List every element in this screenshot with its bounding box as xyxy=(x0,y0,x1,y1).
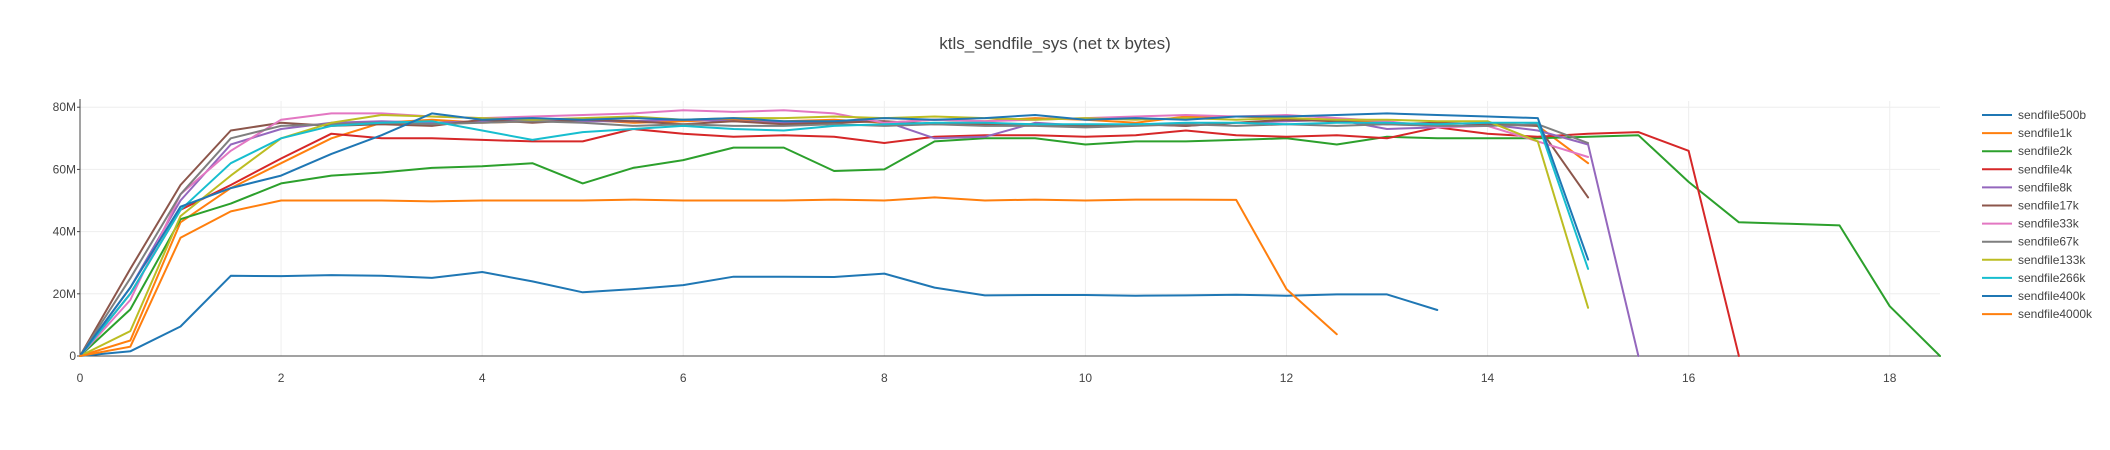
chart-title: ktls_sendfile_sys (net tx bytes) xyxy=(939,34,1170,53)
legend-label: sendfile17k xyxy=(2018,199,2080,213)
y-tick-label: 60M xyxy=(53,162,76,176)
series-line-sendfile8k xyxy=(79,118,1640,357)
x-tick-label: 4 xyxy=(479,371,486,385)
x-tick-label: 14 xyxy=(1481,371,1495,385)
series-line-sendfile4000k xyxy=(79,196,1338,357)
y-tick-label: 40M xyxy=(53,225,76,239)
y-tick-label: 0 xyxy=(69,349,76,363)
legend-label: sendfile133k xyxy=(2018,253,2086,267)
legend-label: sendfile1k xyxy=(2018,126,2073,140)
grid xyxy=(80,101,1940,356)
legend-item-sendfile133k[interactable]: sendfile133k xyxy=(1982,253,2086,267)
series-line-sendfile33k xyxy=(79,109,1590,357)
legend-item-sendfile4k[interactable]: sendfile4k xyxy=(1982,162,2073,176)
legend-item-sendfile500b[interactable]: sendfile500b xyxy=(1982,108,2086,122)
legend-item-sendfile2k[interactable]: sendfile2k xyxy=(1982,144,2073,158)
legend-item-sendfile1k[interactable]: sendfile1k xyxy=(1982,126,2073,140)
series-line-sendfile400k xyxy=(79,112,1590,357)
x-tick-label: 2 xyxy=(278,371,285,385)
legend-item-sendfile8k[interactable]: sendfile8k xyxy=(1982,180,2073,194)
legend-label: sendfile400k xyxy=(2018,289,2086,303)
legend-label: sendfile4000k xyxy=(2018,307,2093,321)
legend[interactable]: sendfile500b sendfile1k sendfile2k sendfile… xyxy=(1982,108,2093,321)
series-line-sendfile266k xyxy=(79,120,1590,357)
legend-label: sendfile4k xyxy=(2018,162,2073,176)
legend-label: sendfile8k xyxy=(2018,180,2073,194)
series-line-sendfile133k xyxy=(79,114,1590,357)
series-lines xyxy=(79,109,1941,357)
legend-label: sendfile266k xyxy=(2018,271,2086,285)
legend-label: sendfile500b xyxy=(2018,108,2086,122)
series-line-sendfile4k xyxy=(79,126,1740,357)
x-tick-label: 8 xyxy=(881,371,888,385)
legend-item-sendfile4000k[interactable]: sendfile4000k xyxy=(1982,307,2093,321)
legend-item-sendfile33k[interactable]: sendfile33k xyxy=(1982,217,2080,231)
x-tick-label: 0 xyxy=(77,371,84,385)
y-tick-label: 20M xyxy=(53,287,76,301)
legend-label: sendfile67k xyxy=(2018,235,2080,249)
x-tick-label: 10 xyxy=(1079,371,1093,385)
series-line-sendfile67k xyxy=(79,120,1590,357)
axes: 0 20M 40M 60M 80M 0 2 4 6 8 10 12 14 16 18 xyxy=(53,99,1940,385)
series-line-sendfile1k xyxy=(79,115,1590,357)
legend-item-sendfile266k[interactable]: sendfile266k xyxy=(1982,271,2086,285)
x-tick-label: 6 xyxy=(680,371,687,385)
series-line-sendfile17k xyxy=(79,118,1590,357)
series-line-sendfile500b xyxy=(79,271,1439,357)
series-line-sendfile2k xyxy=(79,134,1941,357)
x-tick-label: 18 xyxy=(1883,371,1897,385)
y-tick-label: 80M xyxy=(53,100,76,114)
x-tick-label: 16 xyxy=(1682,371,1696,385)
legend-item-sendfile17k[interactable]: sendfile17k xyxy=(1982,199,2080,213)
x-tick-label: 12 xyxy=(1280,371,1294,385)
legend-item-sendfile67k[interactable]: sendfile67k xyxy=(1982,235,2080,249)
legend-label: sendfile33k xyxy=(2018,217,2080,231)
legend-item-sendfile400k[interactable]: sendfile400k xyxy=(1982,289,2086,303)
legend-label: sendfile2k xyxy=(2018,144,2073,158)
